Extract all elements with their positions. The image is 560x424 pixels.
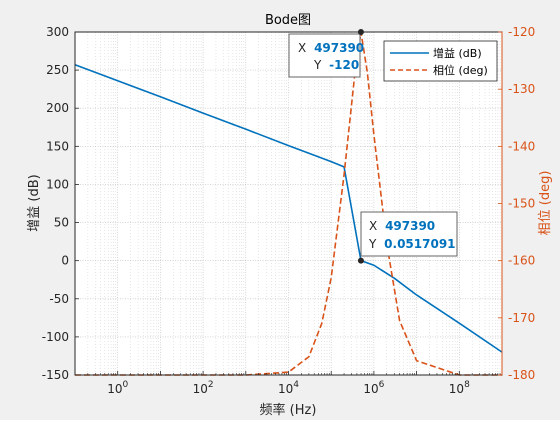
y-right-tick-label: -170	[508, 311, 535, 325]
y-left-tick-label: 300	[46, 25, 69, 39]
y-left-tick-label: 50	[54, 216, 69, 230]
y-right-tick-label: -120	[508, 25, 535, 39]
x-axis-label: 频率 (Hz)	[260, 402, 317, 418]
chart-title: Bode图	[265, 13, 311, 28]
datatip-box	[288, 33, 361, 78]
y-left-tick-label: 150	[46, 139, 69, 153]
y-axis-label-left: 增益 (dB)	[27, 174, 42, 231]
x-tick-label: 100	[107, 380, 128, 396]
y-left-tick-label: -150	[42, 368, 69, 382]
x-tick-label: 108	[449, 380, 470, 396]
datatip-y-value: 0.0517091	[384, 237, 455, 251]
datatip-x-label: X	[369, 219, 377, 233]
datatip-marker[interactable]	[357, 257, 364, 264]
y-left-tick-label: 0	[61, 254, 69, 268]
y-right-tick-label: -140	[508, 139, 535, 153]
datatip-y-row: Y -120	[313, 58, 359, 72]
datatip-x-value: 497390	[314, 41, 364, 55]
datatip-box	[360, 211, 458, 257]
y-left-tick-label: -100	[42, 330, 69, 344]
datatip-marker[interactable]	[357, 29, 364, 35]
plot-area	[75, 32, 502, 375]
datatip-gain[interactable]: X 497390 Y 0.0517091	[357, 211, 458, 264]
datatip-x-label: X	[298, 41, 306, 55]
y-right-tick-label: -130	[508, 82, 535, 96]
y-right-tick-label: -150	[508, 197, 535, 211]
gain-line	[74, 64, 503, 353]
y-axis-label-right: 相位 (deg)	[538, 171, 553, 236]
y-left-tick-label: 250	[46, 63, 69, 77]
datatip-x-value: 497390	[385, 219, 435, 233]
legend-label-gain: 增益 (dB)	[433, 46, 482, 60]
axis-ticks: -150 -100 -50 0 50 100 150 200 250 300 -180 -170 -16…	[42, 25, 535, 396]
datatip-y-label: Y	[368, 237, 377, 251]
datatips[interactable]: X 497390 Y -120 X 497390 Y 0.0517091	[288, 29, 458, 264]
y-right-tick-label: -180	[508, 368, 535, 382]
minor-grid	[87, 32, 501, 375]
x-tick-label: 102	[193, 380, 214, 396]
legend-box	[383, 40, 498, 82]
y-right-tick-label: -160	[508, 254, 535, 268]
datatip-y-label: Y	[313, 58, 322, 72]
datatip-phase[interactable]: X 497390 Y -120	[288, 29, 364, 78]
y-left-tick-label: 200	[46, 101, 69, 115]
datatip-x-row: X 497390	[298, 41, 364, 55]
y-left-tick-label: -50	[49, 292, 69, 306]
legend-label-phase: 相位 (deg)	[433, 63, 488, 77]
datatip-x-row: X 497390	[369, 219, 435, 233]
x-tick-label: 104	[278, 380, 299, 396]
x-tick-label: 106	[363, 380, 384, 396]
datatip-y-value: -120	[329, 58, 359, 72]
datatip-y-row: Y 0.0517091	[368, 237, 456, 251]
legend[interactable]: 增益 (dB) 相位 (deg)	[383, 40, 498, 82]
y-left-tick-label: 100	[46, 177, 69, 191]
